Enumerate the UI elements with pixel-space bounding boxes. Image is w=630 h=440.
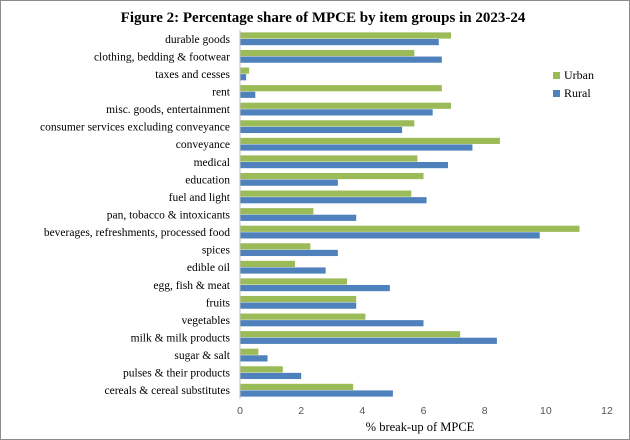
bar-rural	[240, 197, 427, 204]
bar-urban	[240, 155, 418, 162]
bar-urban	[240, 260, 296, 268]
bar-urban	[240, 120, 415, 127]
bar-rural	[240, 214, 357, 221]
bar-rural	[240, 267, 326, 274]
category-label: egg, fish & meat	[153, 280, 230, 292]
bar-urban	[240, 102, 452, 109]
bar-urban	[240, 137, 500, 145]
category-label: conveyance	[176, 139, 230, 151]
category-label: vegetables	[181, 315, 230, 327]
category-label: rent	[212, 87, 231, 99]
category-label: fruits	[206, 297, 231, 309]
category-label: pulses & their products	[123, 368, 231, 380]
x-tick-label: 12	[601, 405, 613, 417]
x-axis-label: % break-up of MPCE	[366, 420, 475, 434]
bar-rural	[240, 109, 433, 116]
x-tick-label: 2	[298, 405, 304, 417]
bar-urban	[240, 67, 250, 74]
category-label: taxes and cesses	[155, 69, 230, 81]
legend-swatch-rural	[553, 90, 560, 97]
x-tick-label: 6	[421, 405, 427, 417]
bar-rural	[240, 337, 497, 344]
bar-urban	[240, 331, 461, 338]
bar-rural	[240, 144, 473, 151]
bar-rural	[240, 161, 448, 169]
bar-urban	[240, 278, 348, 285]
bar-rural	[240, 249, 338, 257]
bar-urban	[240, 190, 412, 197]
bar-rural	[240, 56, 442, 63]
bar-urban	[240, 32, 452, 39]
bar-rural	[240, 302, 357, 309]
x-tick-label: 4	[359, 405, 365, 417]
bar-rural	[240, 355, 268, 362]
category-label: pan, tobacco & intoxicants	[107, 210, 231, 222]
bar-rural	[240, 372, 302, 380]
legend-label-urban: Urban	[564, 68, 594, 82]
category-label: fuel and light	[169, 192, 231, 204]
bar-urban	[240, 295, 357, 303]
bar-rural	[240, 320, 424, 327]
category-label: cereals & cereal substitutes	[105, 385, 231, 397]
category-label: milk & milk products	[131, 333, 231, 345]
bar-urban	[240, 208, 314, 215]
bar-rural	[240, 179, 338, 186]
x-tick-label: 8	[482, 405, 488, 417]
category-label: clothing, bedding & footwear	[94, 51, 230, 63]
category-label: spices	[202, 245, 231, 257]
bar-urban	[240, 49, 415, 57]
category-label: edible oil	[187, 262, 230, 274]
category-label: durable goods	[165, 34, 230, 46]
x-tick-label: 10	[540, 405, 552, 417]
x-tick-labels: 0 2 4 6 8 10 12	[237, 405, 613, 417]
bars-group	[240, 32, 580, 397]
category-label: beverages, refreshments, processed food	[44, 227, 230, 239]
category-label: medical	[194, 157, 230, 169]
bar-rural	[240, 390, 393, 397]
bar-urban	[240, 85, 442, 92]
bar-urban	[240, 225, 580, 232]
bar-urban	[240, 172, 424, 180]
bar-rural	[240, 91, 256, 98]
legend: Urban Rural	[553, 68, 594, 100]
bar-rural	[240, 38, 439, 46]
bar-urban	[240, 383, 354, 391]
bar-rural	[240, 74, 247, 81]
legend-label-rural: Rural	[564, 86, 591, 100]
bar-urban	[240, 366, 283, 373]
bar-rural	[240, 232, 540, 239]
bar-urban	[240, 348, 259, 355]
category-label: sugar & salt	[174, 350, 230, 362]
category-label: education	[185, 174, 230, 186]
chart-title: Figure 2: Percentage share of MPCE by it…	[121, 10, 526, 26]
x-tick-label: 0	[237, 405, 243, 417]
category-label: consumer services excluding conveyance	[40, 122, 230, 134]
category-labels: durable goods clothing, bedding & footwea…	[40, 34, 231, 397]
legend-swatch-urban	[553, 72, 560, 79]
bar-urban	[240, 243, 311, 250]
bar-rural	[240, 284, 390, 292]
bar-urban	[240, 313, 366, 320]
category-label: misc. goods, entertainment	[106, 104, 231, 116]
bar-rural	[240, 126, 403, 134]
